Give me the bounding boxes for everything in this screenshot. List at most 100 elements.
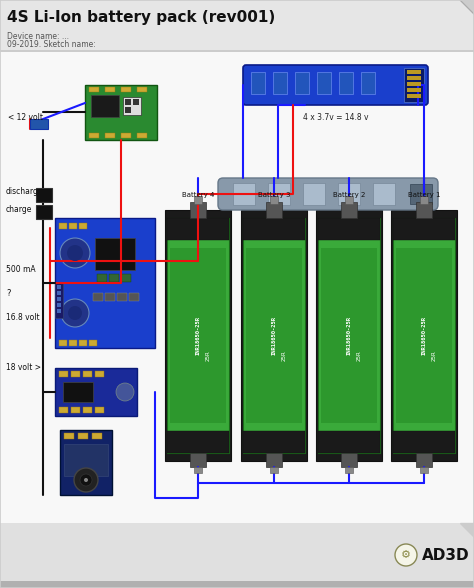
- Bar: [420, 196, 428, 204]
- Bar: [105, 87, 115, 92]
- Bar: [416, 202, 432, 218]
- Bar: [97, 274, 107, 282]
- Bar: [71, 407, 80, 413]
- Bar: [0, 0, 474, 52]
- Text: 09-2019. Sketch name:: 09-2019. Sketch name:: [7, 40, 96, 49]
- Bar: [241, 210, 307, 461]
- Bar: [410, 184, 432, 204]
- Bar: [303, 183, 325, 205]
- Bar: [270, 196, 278, 204]
- Bar: [95, 238, 135, 270]
- Bar: [243, 218, 305, 240]
- Bar: [243, 431, 305, 453]
- Bar: [339, 72, 353, 94]
- Bar: [30, 119, 48, 129]
- Text: 25R: 25R: [431, 350, 437, 361]
- Text: 4S Li-Ion battery pack (rev001): 4S Li-Ion battery pack (rev001): [7, 10, 275, 25]
- Bar: [91, 95, 119, 117]
- Bar: [266, 202, 282, 218]
- Bar: [407, 88, 421, 92]
- Text: discharge: discharge: [6, 188, 44, 196]
- Bar: [318, 218, 380, 453]
- Bar: [59, 340, 67, 346]
- Bar: [317, 72, 331, 94]
- Bar: [36, 188, 52, 202]
- Bar: [321, 248, 377, 423]
- Bar: [170, 248, 226, 423]
- Bar: [338, 183, 360, 205]
- Bar: [83, 371, 92, 377]
- Bar: [123, 97, 141, 115]
- Text: ?: ?: [6, 289, 10, 298]
- Bar: [373, 183, 395, 205]
- Bar: [125, 107, 131, 113]
- Text: charge: charge: [6, 205, 32, 215]
- Bar: [57, 309, 61, 313]
- Bar: [194, 467, 202, 473]
- Text: 4 x 3.7v = 14.8 v: 4 x 3.7v = 14.8 v: [303, 113, 368, 122]
- Bar: [341, 453, 357, 467]
- Bar: [251, 72, 265, 94]
- Bar: [345, 467, 353, 473]
- Bar: [57, 297, 61, 301]
- Bar: [105, 293, 115, 301]
- Bar: [420, 467, 428, 473]
- Bar: [361, 72, 375, 94]
- Bar: [69, 223, 77, 229]
- Text: ⚙: ⚙: [401, 550, 411, 560]
- Bar: [0, 523, 474, 588]
- Bar: [0, 581, 474, 588]
- Bar: [194, 196, 202, 204]
- Bar: [190, 202, 206, 218]
- Bar: [129, 293, 139, 301]
- Bar: [266, 453, 282, 467]
- Bar: [55, 368, 137, 416]
- Bar: [0, 52, 474, 523]
- Bar: [64, 433, 74, 439]
- Text: Battery 3: Battery 3: [258, 192, 290, 198]
- Bar: [316, 210, 382, 461]
- Text: Battery 4: Battery 4: [182, 192, 214, 198]
- Circle shape: [68, 306, 82, 320]
- Bar: [270, 467, 278, 473]
- Bar: [57, 303, 61, 307]
- Bar: [109, 274, 119, 282]
- Bar: [89, 340, 97, 346]
- Bar: [273, 72, 287, 94]
- FancyBboxPatch shape: [243, 65, 428, 105]
- Bar: [318, 431, 380, 453]
- Text: Device name: ...: Device name: ...: [7, 32, 69, 41]
- Bar: [407, 70, 421, 74]
- Bar: [78, 433, 88, 439]
- Bar: [64, 444, 108, 476]
- Bar: [63, 382, 93, 402]
- Bar: [89, 133, 99, 138]
- Bar: [57, 285, 61, 289]
- Bar: [391, 210, 457, 461]
- Text: < 12 volt: < 12 volt: [8, 113, 43, 122]
- Bar: [318, 218, 380, 240]
- Bar: [341, 202, 357, 218]
- Bar: [55, 218, 155, 348]
- Circle shape: [61, 299, 89, 327]
- Bar: [95, 371, 104, 377]
- Bar: [133, 99, 139, 105]
- Text: INR18650-25R: INR18650-25R: [272, 316, 276, 355]
- Circle shape: [67, 245, 83, 261]
- Text: 25R: 25R: [282, 350, 286, 361]
- Bar: [117, 293, 127, 301]
- Bar: [243, 218, 305, 453]
- Bar: [393, 218, 455, 240]
- Bar: [393, 218, 455, 453]
- Bar: [79, 223, 87, 229]
- Bar: [69, 340, 77, 346]
- Bar: [55, 283, 63, 318]
- Circle shape: [60, 238, 90, 268]
- Circle shape: [80, 474, 92, 486]
- Bar: [59, 407, 68, 413]
- Bar: [345, 196, 353, 204]
- Text: 18 volt >: 18 volt >: [6, 363, 41, 373]
- Text: INR18650-25R: INR18650-25R: [346, 316, 352, 355]
- Bar: [95, 407, 104, 413]
- Bar: [85, 85, 157, 140]
